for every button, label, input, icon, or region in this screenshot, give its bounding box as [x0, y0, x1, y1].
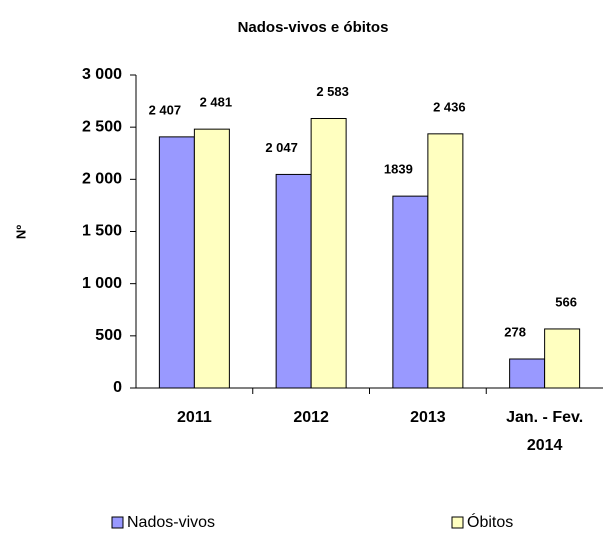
value-label: 2 481	[200, 95, 233, 110]
y-tick-label: 2 000	[82, 171, 122, 188]
bar	[427, 133, 464, 389]
bar	[392, 195, 429, 389]
bar	[193, 128, 230, 389]
legend-swatch	[111, 516, 124, 529]
value-label: 566	[555, 294, 577, 309]
bar	[275, 173, 312, 389]
y-tick-label: 2 500	[82, 118, 122, 135]
y-tick-label: 0	[113, 379, 122, 396]
legend-swatch	[451, 516, 464, 529]
value-label: 2 407	[149, 102, 182, 117]
value-label: 2 047	[265, 140, 298, 155]
value-label: 2 583	[316, 84, 349, 99]
x-tick-label: 2013	[410, 409, 446, 426]
bar	[544, 328, 581, 389]
value-label: 2 436	[433, 99, 466, 114]
chart-title: Nados-vivos e óbitos	[238, 19, 389, 36]
y-tick-label: 1 000	[82, 275, 122, 292]
y-tick-label: 3 000	[82, 66, 122, 83]
legend-label: Óbitos	[467, 512, 513, 531]
y-axis-label: Nº	[13, 225, 28, 239]
value-label: 1839	[384, 162, 413, 177]
x-tick-label: Jan. - Fev. 2014	[506, 409, 583, 454]
bar	[158, 136, 195, 389]
x-tick-label: 2011	[177, 409, 212, 426]
y-tick-label: 500	[95, 327, 122, 344]
bar	[509, 358, 546, 389]
bar	[310, 118, 347, 389]
value-label: 278	[504, 324, 526, 339]
y-tick-label: 1 500	[82, 223, 122, 240]
x-tick-label: 2012	[293, 409, 329, 426]
legend-label: Nados-vivos	[127, 514, 215, 531]
